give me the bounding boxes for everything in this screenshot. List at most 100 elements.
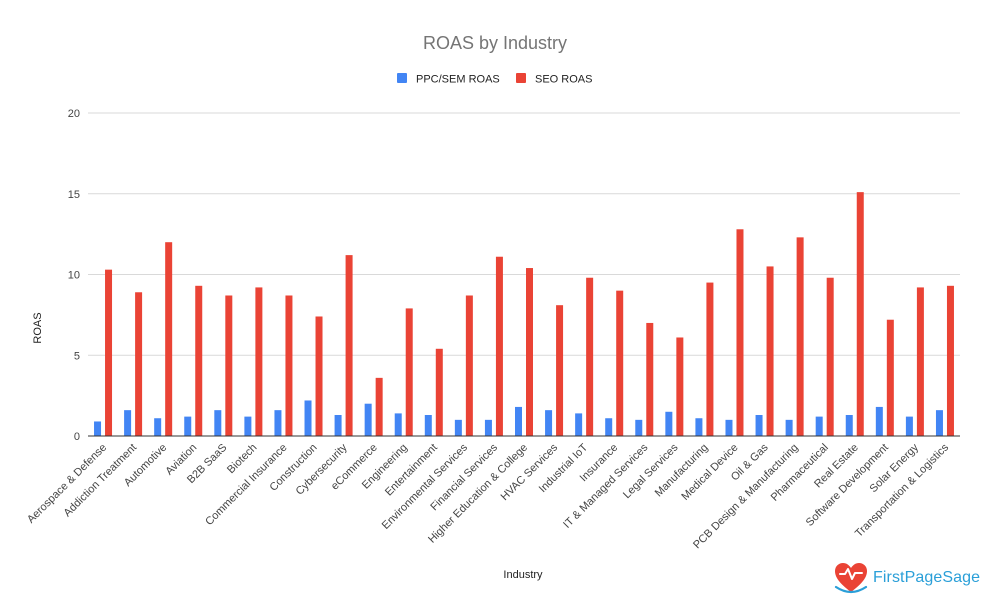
bar-ppc <box>124 410 132 436</box>
bar-ppc <box>94 421 102 436</box>
bar-group <box>605 290 624 436</box>
bar-group <box>875 319 894 436</box>
bar-ppc <box>635 419 643 436</box>
bar-group <box>545 305 564 436</box>
bar-ppc <box>304 400 312 436</box>
y-axis-label: ROAS <box>32 312 44 343</box>
bar-ppc <box>394 413 402 436</box>
bar-group <box>334 255 353 436</box>
bar-group <box>274 295 293 436</box>
bar-group <box>364 377 383 436</box>
bar-group <box>454 295 473 436</box>
bar-seo <box>796 237 804 436</box>
bar-seo <box>225 295 233 436</box>
bar-seo <box>856 192 864 436</box>
bar-ppc <box>364 403 372 436</box>
bar-seo <box>195 285 203 436</box>
bar-ppc <box>935 410 943 436</box>
bar-ppc <box>424 415 432 436</box>
y-tick-label: 0 <box>74 431 80 443</box>
heart-chart-logo-icon <box>834 563 868 594</box>
bar-seo <box>826 277 834 436</box>
bar-group <box>665 337 684 436</box>
bar-group <box>515 268 533 436</box>
bar-ppc <box>845 415 853 436</box>
bars <box>94 192 954 436</box>
bar-ppc <box>334 415 342 436</box>
chart-title: ROAS by Industry <box>423 33 567 53</box>
bar-seo <box>526 268 533 436</box>
bar-ppc <box>454 419 462 436</box>
bar-group <box>575 277 594 436</box>
bar-ppc <box>274 410 282 436</box>
bar-group <box>184 285 203 436</box>
bar-group <box>484 256 503 436</box>
bar-ppc <box>905 416 913 436</box>
bar-ppc <box>605 418 613 436</box>
bar-seo <box>435 348 443 436</box>
bar-group <box>214 295 233 436</box>
bar-seo <box>916 287 924 436</box>
legend-label-ppc: PPC/SEM ROAS <box>416 74 500 86</box>
y-tick-label: 5 <box>74 350 80 362</box>
bar-seo <box>405 308 413 436</box>
x-axis-label: Industry <box>503 569 543 581</box>
bar-group <box>905 287 924 436</box>
bar-ppc <box>244 416 252 436</box>
bar-seo <box>676 337 684 436</box>
bar-group <box>394 308 413 436</box>
y-tick-label: 20 <box>68 108 80 120</box>
bar-seo <box>616 290 624 436</box>
y-tick-label: 15 <box>68 189 80 201</box>
logo-text: FirstPageSage <box>873 569 981 586</box>
bar-group <box>725 229 744 436</box>
bar-group <box>755 266 774 436</box>
bar-seo <box>646 322 654 436</box>
legend-label-seo: SEO ROAS <box>535 74 592 86</box>
bar-group <box>424 348 443 436</box>
bar-ppc <box>214 410 222 436</box>
legend-swatch-seo <box>516 73 526 83</box>
bar-group <box>845 192 864 436</box>
bar-ppc <box>815 416 823 436</box>
bar-seo <box>105 269 113 436</box>
y-tick-label: 10 <box>68 270 80 282</box>
bar-seo <box>285 295 293 436</box>
bar-seo <box>345 255 353 436</box>
bar-seo <box>375 377 383 436</box>
bar-ppc <box>665 411 673 436</box>
bar-seo <box>556 305 564 436</box>
bar-ppc <box>755 415 763 436</box>
bar-group <box>304 316 323 436</box>
bar-ppc <box>515 406 522 436</box>
bar-group <box>785 237 804 436</box>
bar-seo <box>946 285 954 436</box>
bar-seo <box>706 282 714 436</box>
bar-group <box>935 285 954 436</box>
bar-group <box>635 322 654 436</box>
bar-ppc <box>484 419 492 436</box>
bar-group <box>124 292 143 436</box>
bar-seo <box>135 292 143 436</box>
bar-ppc <box>575 413 583 436</box>
bar-seo <box>766 266 774 436</box>
bar-seo <box>586 277 594 436</box>
bar-ppc <box>154 418 162 436</box>
bar-seo <box>255 287 263 436</box>
bar-ppc <box>695 418 703 436</box>
bar-ppc <box>875 406 883 436</box>
gridlines <box>88 112 960 356</box>
bar-seo <box>736 229 744 436</box>
firstpagesage-logo: FirstPageSage <box>833 560 980 596</box>
bar-group <box>94 269 113 436</box>
bar-seo <box>495 256 503 436</box>
bar-ppc <box>545 410 553 436</box>
bar-group <box>695 282 714 436</box>
bar-group <box>815 277 834 436</box>
legend: PPC/SEM ROAS SEO ROAS <box>397 73 592 86</box>
bar-ppc <box>785 419 793 436</box>
bar-seo <box>465 295 473 436</box>
bar-seo <box>165 242 173 436</box>
